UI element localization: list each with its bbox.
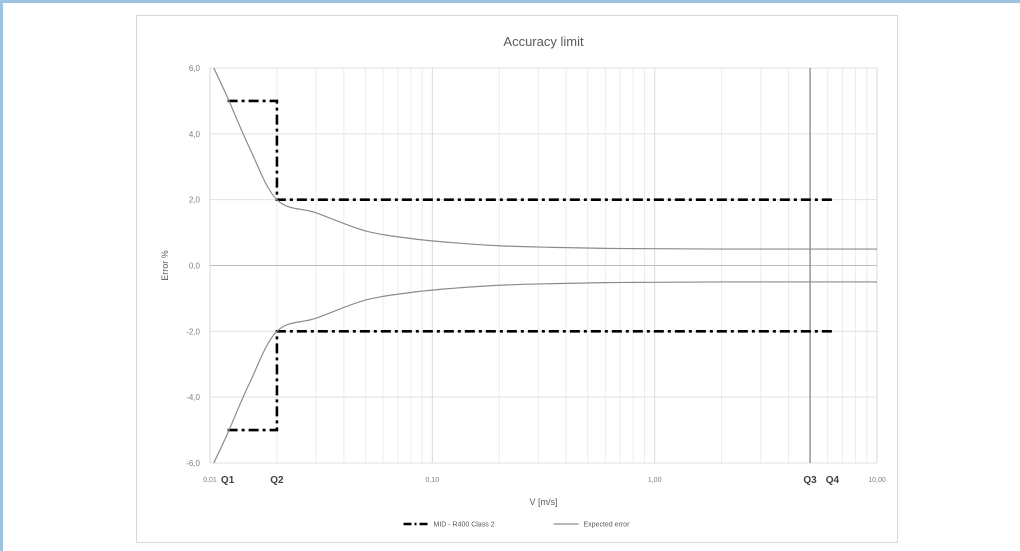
x-tick-label: 10,00 [868,477,886,484]
x-tick-label: 0,01 [203,477,217,484]
expected-error-curve [213,281,877,464]
chart-title: Accuracy limit [503,34,584,49]
y-tick-label: 0,0 [189,262,201,271]
mid-r400-limit-line [227,330,833,432]
y-tick-label: 2,0 [189,196,201,205]
chart-area: Accuracy limit 6,0 4,0 2,0 0,0 -2,0 -4,0 -6,0 0,… [136,15,898,543]
x-tick-label: 1,00 [648,477,662,484]
x-axis-label: V [m/s] [529,497,557,507]
flow-marker-label: Q4 [826,475,840,486]
y-tick-label: -4,0 [186,393,200,402]
x-tick-label: 0,10 [426,477,440,484]
legend-label-mid: MID - R400 Class 2 [434,522,495,529]
flow-marker-label: Q2 [270,475,284,486]
y-tick-label: -2,0 [186,327,200,336]
mid-r400-limit-line [227,99,833,201]
flow-marker-label: Q3 [803,475,817,486]
y-tick-label: 6,0 [189,64,201,73]
legend-label-expected: Expected error [584,522,631,529]
expected-error-curve [213,67,877,250]
y-tick-label: -6,0 [186,459,200,468]
flow-marker-label: Q1 [221,475,235,486]
y-tick-label: 4,0 [189,130,201,139]
y-axis-label: Error % [160,250,170,281]
accuracy-chart: Accuracy limit 6,0 4,0 2,0 0,0 -2,0 -4,0 -6,0 0,… [160,34,886,529]
